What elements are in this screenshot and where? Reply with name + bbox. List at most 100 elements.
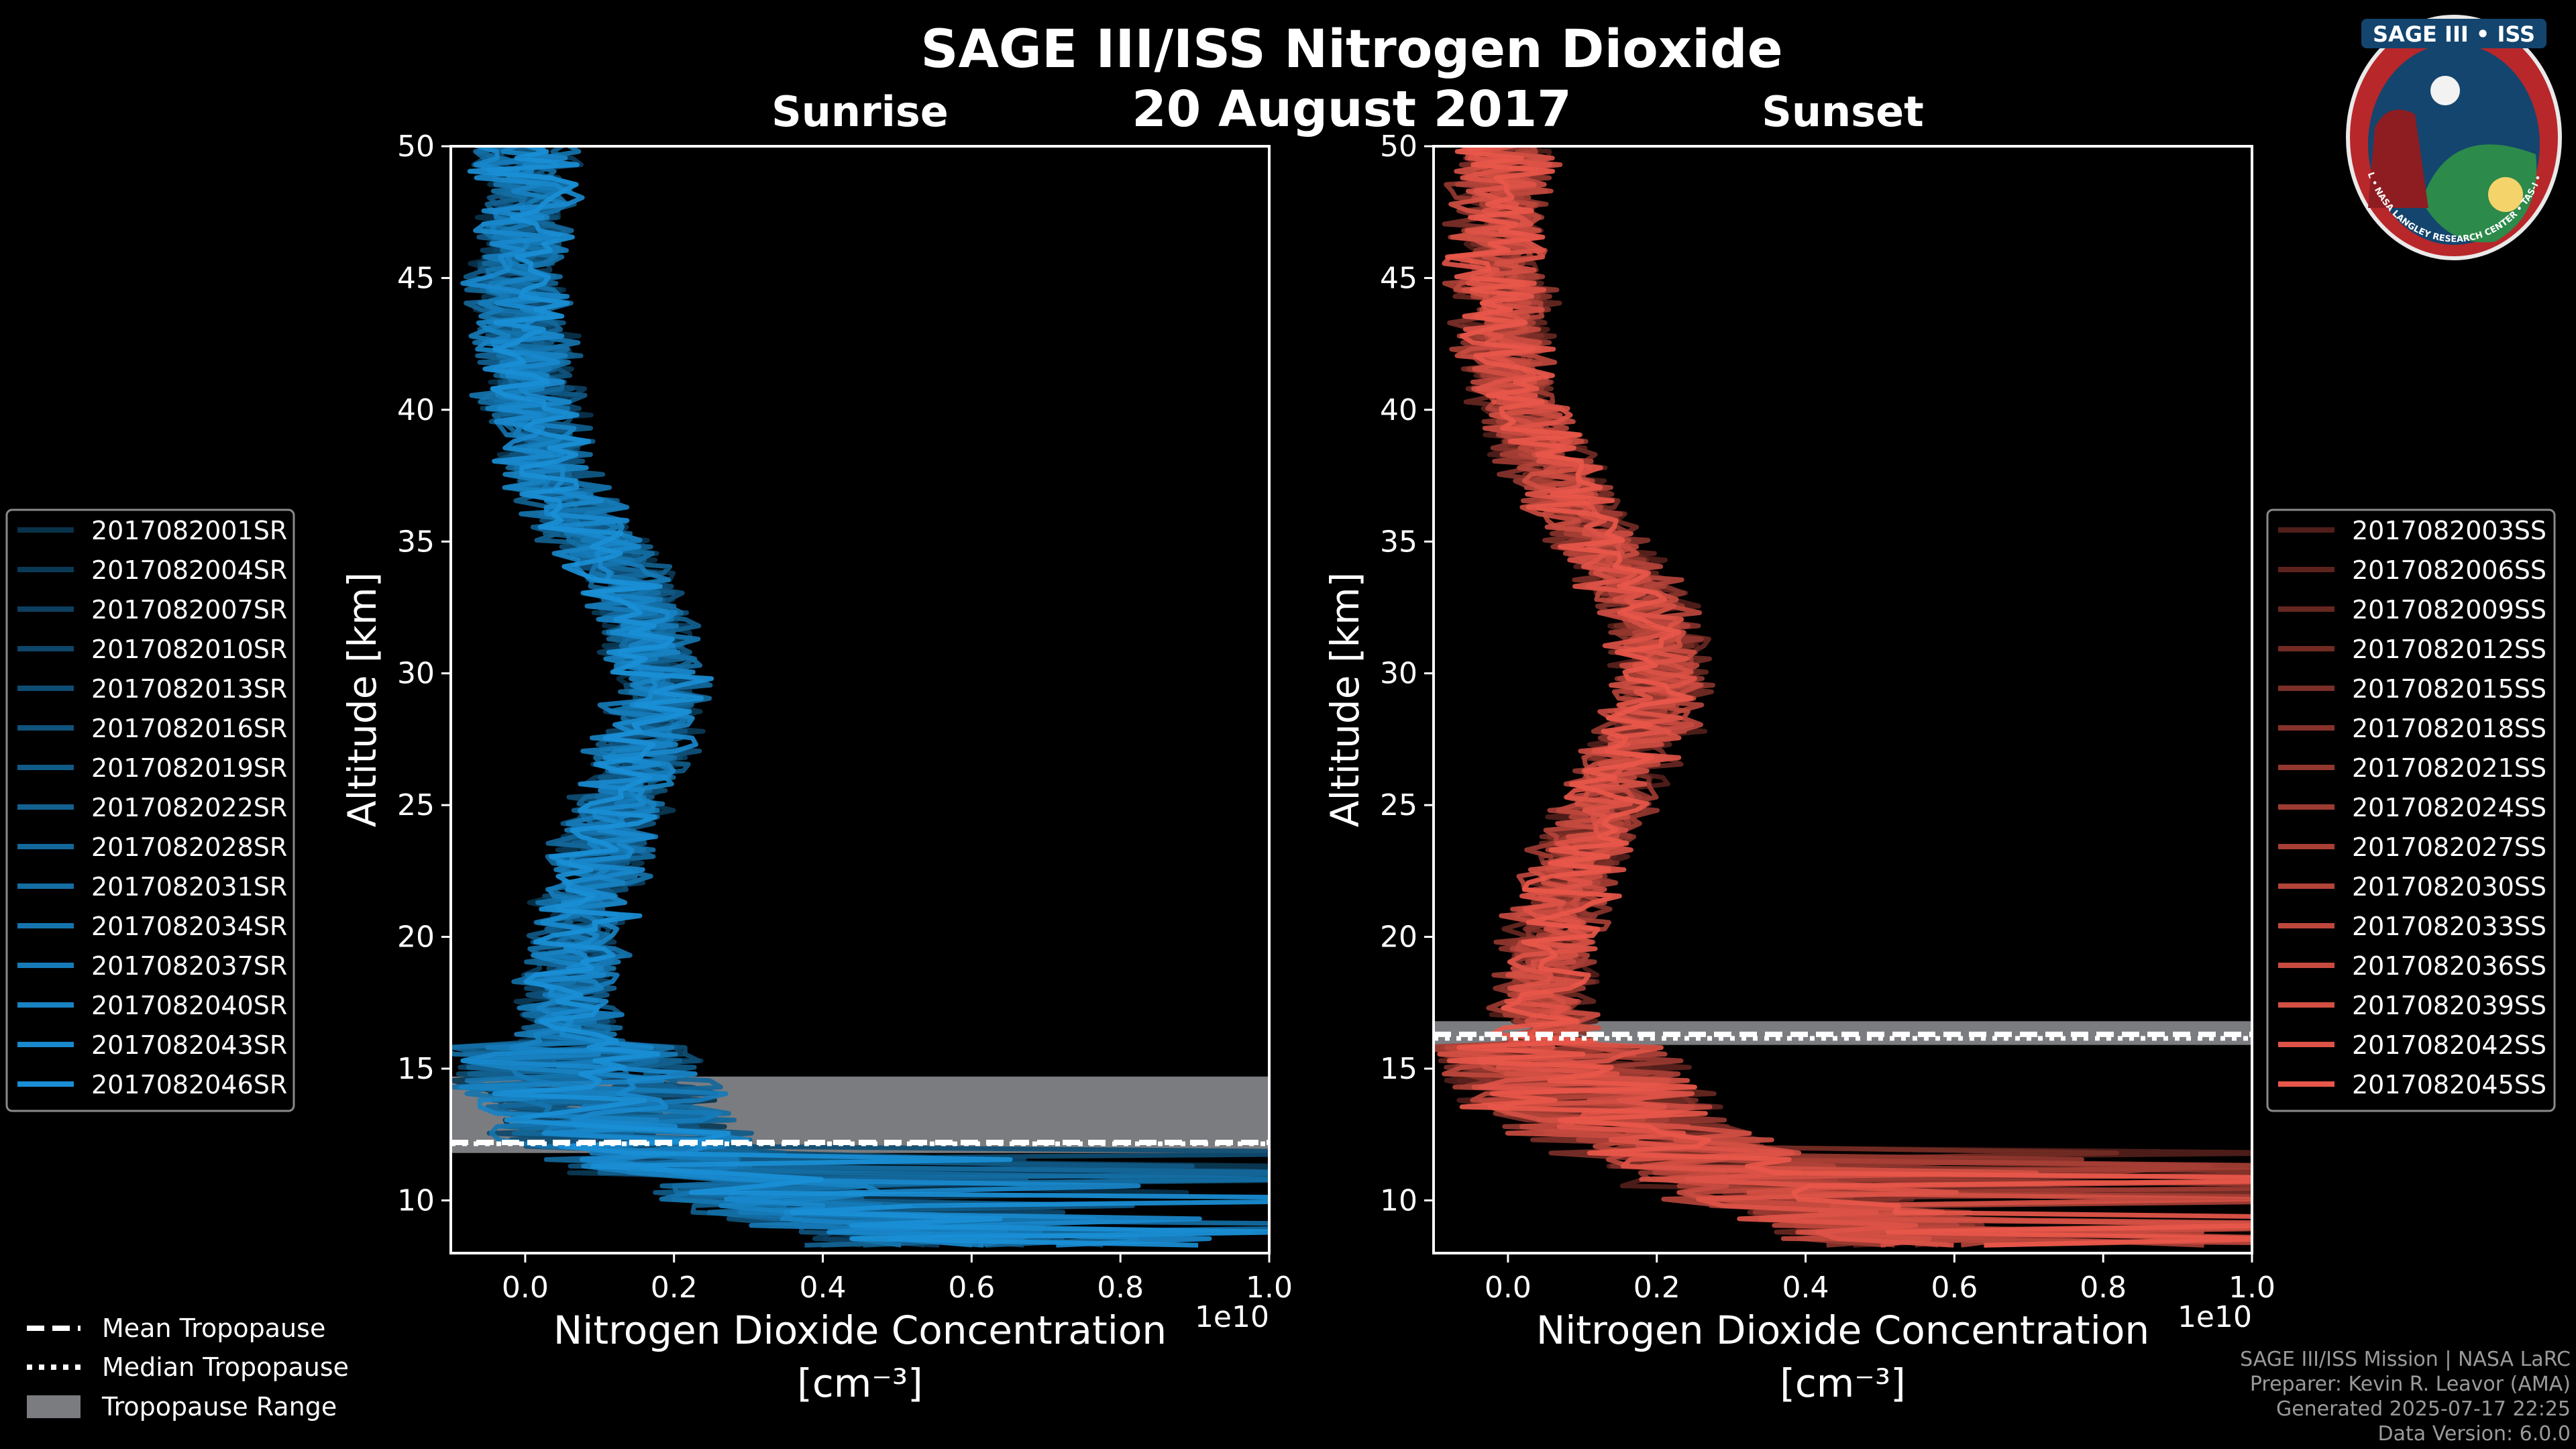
sunset-y-tick-label: 35 <box>1380 525 1417 559</box>
footer-data-version: Data Version: 6.0.0 <box>2378 1422 2571 1446</box>
sunrise-x-axis-unit: [cm⁻³] <box>797 1360 923 1406</box>
sunset-legend-label: 2017082036SS <box>2352 951 2546 981</box>
sunrise-legend-label: 2017082046SR <box>91 1070 287 1099</box>
sunrise-legend-label: 2017082022SR <box>91 793 287 822</box>
sunrise-y-tick-label: 20 <box>397 920 435 955</box>
sunrise-legend-label: 2017082013SR <box>91 674 287 704</box>
sunset-legend-label: 2017082006SS <box>2352 555 2546 585</box>
sunrise-y-axis-label: Altitude [km] <box>339 572 385 827</box>
sunset-y-tick-label: 50 <box>1380 129 1417 164</box>
sunset-y-tick-label: 20 <box>1380 920 1417 955</box>
sunset-legend-frame <box>2266 508 2556 1112</box>
badge-title-text: SAGE III • ISS <box>2373 21 2535 47</box>
sunset-x-tick-label: 0.4 <box>1782 1271 1829 1305</box>
sunset-x-exponent: 1e10 <box>2178 1300 2252 1334</box>
tropopause-legend: Mean Tropopause Median Tropopause Tropop… <box>27 1313 349 1421</box>
sunrise-legend-label: 2017082001SR <box>91 516 287 545</box>
figure-date: 20 August 2017 <box>1132 80 1572 138</box>
sunset-legend-label: 2017082009SS <box>2352 595 2546 625</box>
sunset-x-tick-label: 0.8 <box>2080 1271 2127 1305</box>
median-tropopause-label: Median Tropopause <box>102 1352 349 1382</box>
sunset-legend-label: 2017082030SS <box>2352 872 2546 902</box>
sunrise-x-tick-label: 0.8 <box>1097 1271 1144 1305</box>
sunset-legend-label: 2017082024SS <box>2352 793 2546 822</box>
sunset-profile-line <box>1442 146 1960 1248</box>
sunset-axes-frame <box>1432 145 2253 1254</box>
badge-moon-shape <box>2430 76 2460 105</box>
sunset-profiles <box>1434 146 2252 1248</box>
sunset-x-tick-label: 1.0 <box>2229 1271 2275 1305</box>
sunrise-x-tick-label: 0.4 <box>800 1271 847 1305</box>
footer-credits: SAGE III/ISS Mission | NASA LaRC Prepare… <box>2240 1348 2571 1446</box>
sunset-y-tick-label: 30 <box>1380 657 1417 691</box>
sunrise-legend-label: 2017082004SR <box>91 555 287 585</box>
sunrise-y-tick-label: 30 <box>397 657 435 691</box>
sunrise-legend-label: 2017082019SR <box>91 753 287 783</box>
sunrise-y-tick-label: 50 <box>397 129 435 164</box>
sunset-legend-label: 2017082033SS <box>2352 912 2546 941</box>
sunrise-y-tick-label: 35 <box>397 525 435 559</box>
sunrise-panel-title: Sunrise <box>771 87 949 136</box>
sunrise-legend-label: 2017082016SR <box>91 714 287 743</box>
sunrise-x-tick-label: 0.0 <box>502 1271 549 1305</box>
sunset-legend-label: 2017082012SS <box>2352 635 2546 664</box>
sunset-legend-label: 2017082003SS <box>2352 516 2546 545</box>
sunrise-y-tick-label: 15 <box>397 1052 435 1086</box>
figure-title: SAGE III/ISS Nitrogen Dioxide <box>920 19 1782 80</box>
footer-mission: SAGE III/ISS Mission | NASA LaRC <box>2240 1348 2571 1371</box>
sunset-y-tick-label: 15 <box>1380 1052 1417 1086</box>
sunset-legend-label: 2017082018SS <box>2352 714 2546 743</box>
sunrise-x-tick-label: 0.6 <box>948 1271 995 1305</box>
sunrise-x-tick-label: 0.2 <box>651 1271 698 1305</box>
sunset-y-tick-label: 25 <box>1380 788 1417 822</box>
sunset-y-tick-label: 10 <box>1380 1183 1417 1218</box>
sunrise-panel: Sunrise 10 15 20 25 30 35 40 45 50 0.0 0.2 0.4 0.6 0.… <box>5 87 1293 1406</box>
sunrise-y-tick-label: 40 <box>397 393 435 427</box>
sunset-legend-items: 2017082003SS 2017082006SS 2017082009SS 2017… <box>2278 516 2546 1099</box>
tropopause-range-label: Tropopause Range <box>101 1392 337 1421</box>
badge-earth-shape <box>2422 144 2537 243</box>
sunrise-axes-frame <box>449 145 1271 1254</box>
sunrise-legend-frame <box>5 508 295 1112</box>
sunrise-legend-label: 2017082043SR <box>91 1030 287 1060</box>
sunrise-profile-line <box>467 146 1269 1248</box>
sunrise-x-tick-label: 1.0 <box>1246 1271 1293 1305</box>
sunset-x-tick-label: 0.6 <box>1931 1271 1978 1305</box>
badge-figure-shape <box>2368 109 2428 208</box>
sunset-legend-label: 2017082027SS <box>2352 833 2546 862</box>
sunset-legend-label: 2017082042SS <box>2352 1030 2546 1060</box>
sunrise-legend-label: 2017082034SR <box>91 912 287 941</box>
sunset-panel-title: Sunset <box>1762 87 1924 136</box>
sunrise-legend-label: 2017082028SR <box>91 833 287 862</box>
sunset-x-tick-label: 0.2 <box>1633 1271 1680 1305</box>
footer-preparer: Preparer: Kevin R. Leavor (AMA) <box>2250 1373 2571 1396</box>
sunrise-y-tick-label: 45 <box>397 261 435 295</box>
sunset-legend-label: 2017082021SS <box>2352 753 2546 783</box>
sunrise-legend-label: 2017082010SR <box>91 635 287 664</box>
sunrise-legend-items: 2017082001SR 2017082004SR 2017082007SR 2017… <box>17 516 287 1099</box>
sunset-y-axis-label: Altitude [km] <box>1322 572 1368 827</box>
sunset-y-tick-label: 40 <box>1380 393 1417 427</box>
sunrise-x-exponent: 1e10 <box>1195 1300 1269 1334</box>
sunrise-legend-label: 2017082037SR <box>91 951 287 981</box>
sunset-profile-line <box>1444 146 2252 1248</box>
sunset-x-axis-unit: [cm⁻³] <box>1780 1360 1906 1406</box>
sunset-legend-label: 2017082045SS <box>2352 1070 2546 1099</box>
badge-sun-shape <box>2488 177 2523 212</box>
sunrise-legend-label: 2017082040SR <box>91 991 287 1020</box>
sunset-legend-label: 2017082039SS <box>2352 991 2546 1020</box>
sunrise-ticks: 10 15 20 25 30 35 40 45 50 0.0 0.2 0.4 0.6 0.8 1.0 <box>397 129 1293 1305</box>
badge-title-banner <box>2361 19 2546 48</box>
sunrise-legend-label: 2017082031SR <box>91 872 287 902</box>
sunrise-x-axis-label: Nitrogen Dioxide Concentration <box>553 1307 1167 1353</box>
sunset-x-tick-label: 0.0 <box>1485 1271 1532 1305</box>
sunset-ticks: 10 15 20 25 30 35 40 45 50 0.0 0.2 0.4 0.6 0.8 1.0 <box>1380 129 2275 1305</box>
sunrise-y-tick-label: 25 <box>397 788 435 822</box>
sunset-legend: 2017082003SS 2017082006SS 2017082009SS 2017… <box>2266 508 2556 1112</box>
sunset-y-tick-label: 45 <box>1380 261 1417 295</box>
sunset-legend-label: 2017082015SS <box>2352 674 2546 704</box>
footer-generated: Generated 2025-07-17 22:25 <box>2276 1397 2571 1421</box>
sunrise-legend-label: 2017082007SR <box>91 595 287 625</box>
mean-tropopause-label: Mean Tropopause <box>102 1313 325 1343</box>
